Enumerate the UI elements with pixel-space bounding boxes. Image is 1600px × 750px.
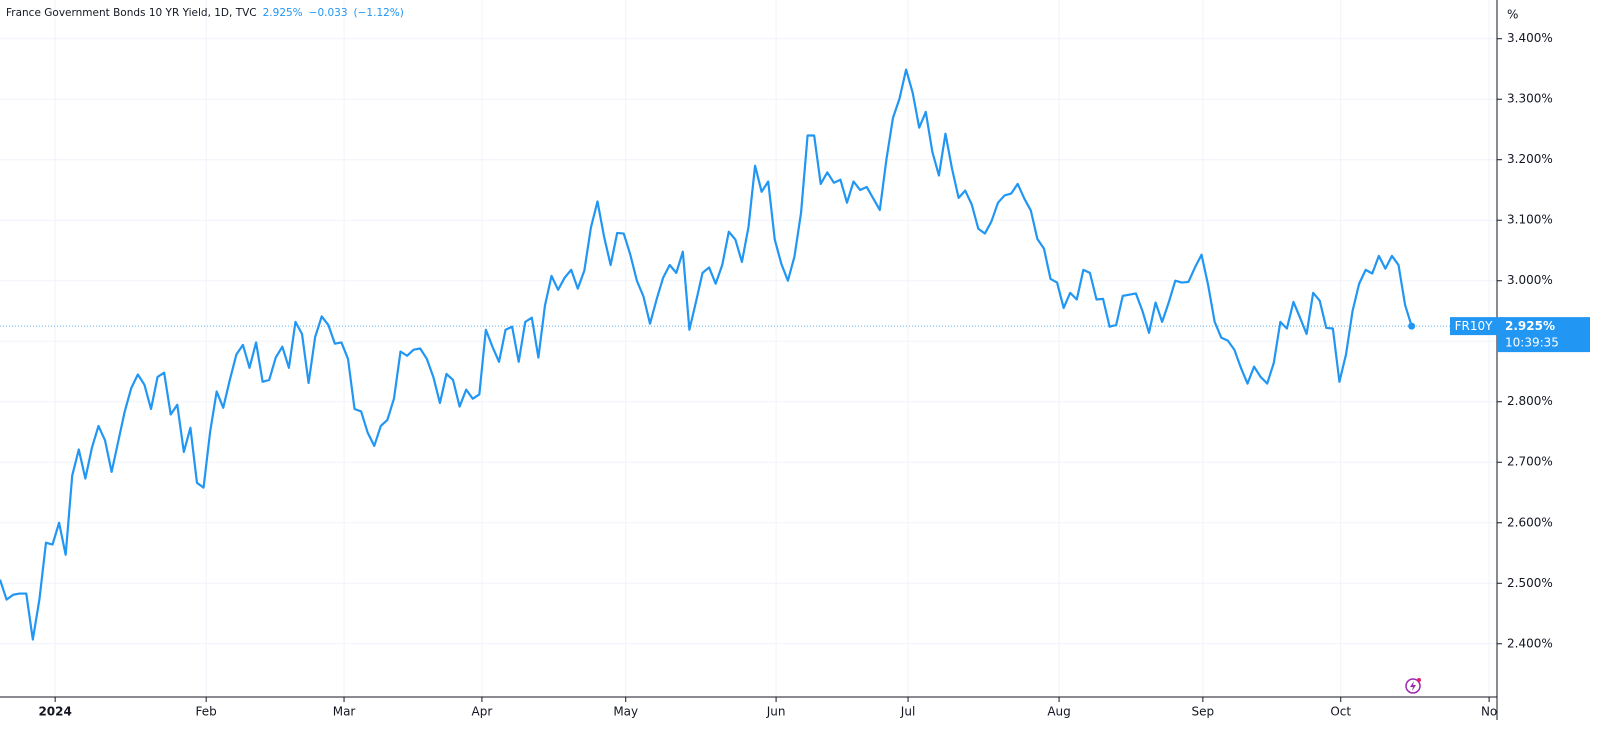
- symbol-label: FR10Y: [1455, 319, 1494, 333]
- x-tick-label: Jul: [900, 705, 915, 719]
- symbol-badge: [1450, 317, 1497, 336]
- y-tick-label: 3.200%: [1507, 152, 1553, 166]
- legend-header: France Government Bonds 10 YR Yield, 1D,…: [6, 7, 404, 19]
- y-tick-label: 2.600%: [1507, 515, 1553, 529]
- x-tick-label: May: [613, 705, 638, 719]
- x-tick-label: Oct: [1330, 705, 1351, 719]
- y-axis-unit: %: [1507, 8, 1518, 22]
- series-title: France Government Bonds 10 YR Yield, 1D,…: [6, 7, 257, 19]
- price-label: 2.925%: [1505, 319, 1555, 333]
- x-tick-label: 2024: [38, 705, 71, 719]
- x-tick-label: Feb: [196, 705, 217, 719]
- change-percent: (−1.12%): [353, 7, 404, 19]
- y-tick-label: 3.000%: [1507, 273, 1553, 287]
- last-point: [1408, 322, 1416, 330]
- x-tick-label: Sep: [1192, 705, 1215, 719]
- change: −0.033: [308, 7, 348, 19]
- x-tick-label: Mar: [333, 705, 356, 719]
- lightning-icon: [1405, 678, 1421, 694]
- y-tick-label: 2.800%: [1507, 394, 1553, 408]
- last-value: 2.925%: [262, 7, 303, 19]
- series-line: [0, 68, 1413, 641]
- x-tick-label: Jun: [766, 705, 786, 719]
- time-label: 10:39:35: [1505, 336, 1559, 350]
- price-badge: [1497, 317, 1590, 353]
- y-tick-label: 2.500%: [1507, 576, 1553, 590]
- x-tick-label: No: [1481, 705, 1497, 719]
- grid: [0, 0, 1497, 697]
- y-tick-label: 3.300%: [1507, 92, 1553, 106]
- y-tick-label: 2.700%: [1507, 455, 1553, 469]
- y-tick-label: 2.400%: [1507, 636, 1553, 650]
- x-tick-label: Apr: [472, 705, 493, 719]
- y-tick-label: 3.400%: [1507, 31, 1553, 45]
- y-tick-label: 3.100%: [1507, 213, 1553, 227]
- x-tick-label: Aug: [1047, 705, 1070, 719]
